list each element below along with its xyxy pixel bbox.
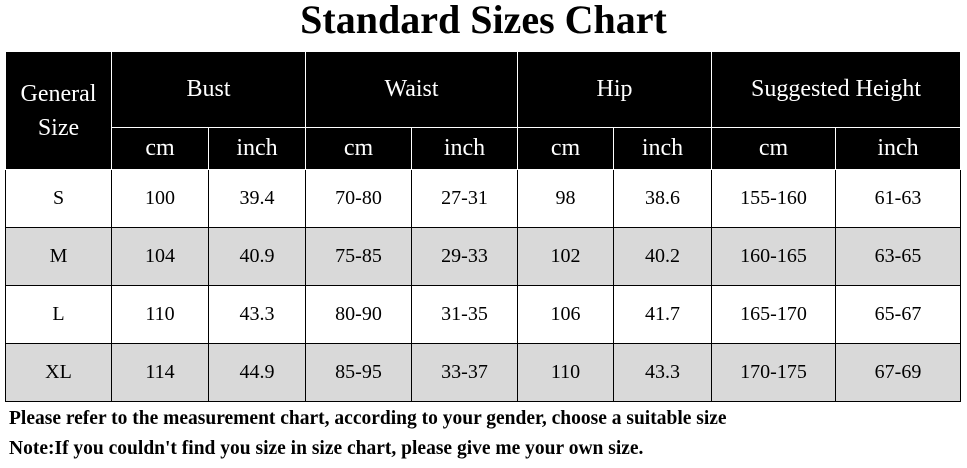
- size-label-cell: M: [5, 227, 112, 286]
- unit-header-cm: cm: [711, 127, 836, 170]
- table-cell: 80-90: [305, 285, 412, 344]
- table-cell: 40.2: [613, 227, 712, 286]
- header-hip: Hip: [517, 51, 712, 128]
- table-cell: 110: [111, 285, 209, 344]
- size-label-cell: L: [5, 285, 112, 344]
- table-cell: 43.3: [613, 343, 712, 402]
- unit-header-cm: cm: [517, 127, 614, 170]
- table-row: S 100 39.4 70-80 27-31 98 38.6 155-160 61-63: [5, 169, 961, 228]
- table-cell: 31-35: [411, 285, 518, 344]
- table-cell: 75-85: [305, 227, 412, 286]
- unit-header-inch: inch: [835, 127, 961, 170]
- table-cell: 27-31: [411, 169, 518, 228]
- note-line-2: Note:If you couldn't find you size in si…: [9, 438, 644, 459]
- table-cell: 43.3: [208, 285, 306, 344]
- table-cell: 39.4: [208, 169, 306, 228]
- header-bust: Bust: [111, 51, 306, 128]
- table-cell: 38.6: [613, 169, 712, 228]
- table-cell: 165-170: [711, 285, 836, 344]
- table-cell: 106: [517, 285, 614, 344]
- unit-header-inch: inch: [613, 127, 712, 170]
- note-line-1: Please refer to the measurement chart, a…: [9, 408, 727, 429]
- table-cell: 61-63: [835, 169, 961, 228]
- header-general-size: General Size: [5, 51, 112, 170]
- table-row: XL 114 44.9 85-95 33-37 110 43.3 170-175 67-69: [5, 343, 961, 402]
- table-cell: 67-69: [835, 343, 961, 402]
- size-label-cell: S: [5, 169, 112, 228]
- table-cell: 102: [517, 227, 614, 286]
- table-cell: 85-95: [305, 343, 412, 402]
- table-cell: 63-65: [835, 227, 961, 286]
- page-title: Standard Sizes Chart: [300, 0, 667, 42]
- table-row: M 104 40.9 75-85 29-33 102 40.2 160-165 63-65: [5, 227, 961, 286]
- table-cell: 170-175: [711, 343, 836, 402]
- unit-header-cm: cm: [111, 127, 209, 170]
- table-cell: 114: [111, 343, 209, 402]
- header-suggested-height: Suggested Height: [711, 51, 961, 128]
- size-label-cell: XL: [5, 343, 112, 402]
- table-cell: 40.9: [208, 227, 306, 286]
- table-cell: 155-160: [711, 169, 836, 228]
- table-cell: 160-165: [711, 227, 836, 286]
- table-cell: 41.7: [613, 285, 712, 344]
- table-cell: 65-67: [835, 285, 961, 344]
- table-cell: 104: [111, 227, 209, 286]
- table-cell: 70-80: [305, 169, 412, 228]
- size-chart-table: General Size Bust Waist Hip Suggested He…: [5, 51, 961, 402]
- table-cell: 100: [111, 169, 209, 228]
- unit-header-inch: inch: [411, 127, 518, 170]
- table-cell: 98: [517, 169, 614, 228]
- table-cell: 29-33: [411, 227, 518, 286]
- table-row: L 110 43.3 80-90 31-35 106 41.7 165-170 65-67: [5, 285, 961, 344]
- unit-header-inch: inch: [208, 127, 306, 170]
- table-cell: 44.9: [208, 343, 306, 402]
- table-cell: 110: [517, 343, 614, 402]
- table-cell: 33-37: [411, 343, 518, 402]
- unit-header-cm: cm: [305, 127, 412, 170]
- header-waist: Waist: [305, 51, 518, 128]
